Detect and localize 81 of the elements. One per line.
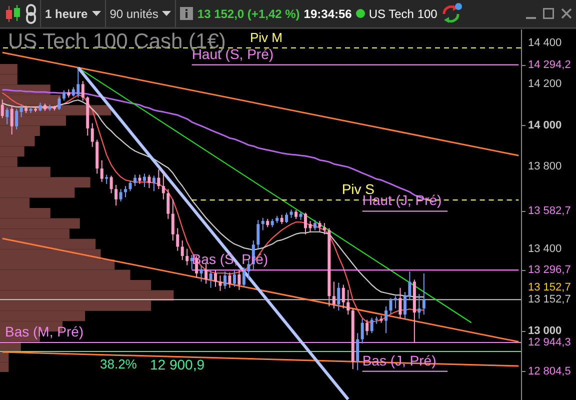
text: 90 unités — [110, 6, 158, 20]
candlestick — [128, 180, 132, 192]
candlestick — [418, 294, 421, 320]
text: 19:34:56 — [304, 6, 352, 20]
candlestick — [148, 174, 151, 189]
candlestick — [322, 222, 326, 235]
candlestick — [384, 306, 388, 334]
candlestick — [157, 169, 160, 190]
candlestick — [209, 268, 212, 288]
candlestick — [166, 188, 170, 220]
candlestick — [313, 219, 316, 231]
y-tick-label: 14 200 — [528, 78, 562, 90]
candlestick — [133, 174, 136, 186]
ref-line-label: Piv M — [250, 30, 282, 45]
ref-line-label: 12 900,9 — [150, 356, 205, 372]
candlestick — [176, 228, 180, 252]
candlestick — [0, 99, 4, 119]
candlestick — [162, 172, 165, 200]
candlestick — [200, 264, 203, 282]
candlestick — [280, 214, 284, 225]
y-tick-label: 14 000 — [528, 119, 562, 132]
candlestick — [285, 212, 288, 224]
candlestick — [223, 270, 226, 290]
candlestick — [180, 240, 184, 261]
candlestick — [318, 220, 322, 233]
annotation: 38.2% — [100, 356, 138, 372]
text: 13 152,0 (+1,42 %) — [197, 6, 300, 20]
candlestick — [342, 284, 345, 309]
candlestick — [370, 317, 374, 334]
candlestick — [332, 281, 336, 309]
candlestick — [152, 175, 156, 192]
candlestick — [6, 107, 9, 125]
candlestick — [242, 266, 246, 288]
candlestick — [105, 174, 108, 184]
candlestick — [346, 289, 350, 316]
candlestick — [408, 270, 412, 301]
candlestick — [389, 298, 392, 314]
candlestick — [10, 105, 14, 136]
y-tick-label: 13 800 — [528, 160, 562, 172]
candlestick — [214, 270, 218, 288]
candlestick — [142, 173, 146, 188]
candlestick — [62, 90, 66, 102]
candlestick — [337, 282, 340, 311]
candlestick — [186, 248, 189, 266]
y-tick-label: 12 944,3 — [528, 336, 571, 349]
candlestick — [138, 174, 142, 184]
y-tick-label: 13 296,7 — [528, 264, 571, 276]
candlestick — [124, 186, 128, 198]
text: US Tech 100 — [368, 6, 438, 20]
y-tick-label: 13 400 — [528, 242, 562, 255]
candlestick — [81, 80, 84, 102]
candlestick — [398, 287, 402, 320]
candlestick — [261, 217, 264, 231]
candlestick — [394, 296, 397, 309]
candlestick — [90, 122, 94, 148]
candlestick — [119, 188, 122, 202]
candlestick — [228, 272, 232, 288]
candlestick — [100, 160, 104, 182]
y-tick-label: 14 400 — [528, 36, 562, 49]
y-tick-label: 13 000 — [528, 325, 562, 338]
candlestick — [232, 268, 236, 288]
candlestick — [110, 175, 113, 194]
y-tick-label: 14 294,2 — [528, 58, 571, 71]
y-tick-label: 13 582,7 — [528, 205, 571, 218]
candlestick — [238, 268, 241, 290]
candlestick — [356, 332, 360, 371]
candlestick — [218, 275, 222, 292]
candlestick — [256, 219, 260, 250]
text: 1 heure — [45, 6, 88, 20]
candlestick — [58, 96, 61, 110]
candlestick — [366, 319, 369, 336]
candlestick — [114, 184, 118, 206]
candlestick — [15, 108, 18, 130]
candlestick — [403, 291, 406, 320]
candlestick — [20, 104, 23, 118]
candlestick — [360, 318, 364, 344]
candlestick — [204, 262, 208, 284]
y-tick-label: 12 804,5 — [528, 365, 571, 378]
y-tick-label: 13 152,7 — [528, 294, 571, 306]
candlestick — [422, 272, 426, 316]
candlestick — [171, 198, 174, 242]
